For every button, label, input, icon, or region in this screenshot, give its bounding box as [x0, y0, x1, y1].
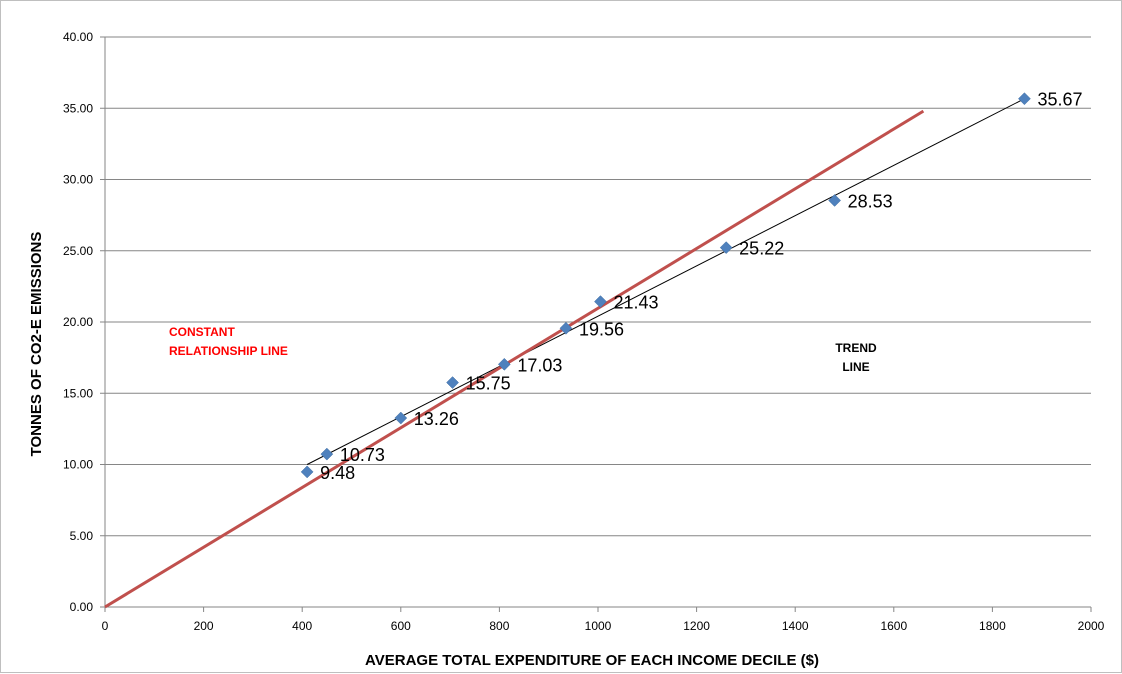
y-tick-label: 25.00: [63, 244, 93, 258]
x-tick-label: 400: [292, 619, 312, 633]
annotations: CONSTANT RELATIONSHIP LINE TREND LINE: [169, 325, 877, 374]
y-tick-label: 40.00: [63, 30, 93, 44]
x-tick-label: 1200: [683, 619, 710, 633]
annotation-line: RELATIONSHIP LINE: [169, 344, 288, 358]
data-label: 35.67: [1037, 90, 1082, 110]
data-point: [394, 411, 408, 425]
data-points: [300, 92, 1031, 479]
data-label: 10.73: [340, 445, 385, 465]
data-point: [559, 321, 573, 335]
x-tick-label: 2000: [1078, 619, 1105, 633]
y-tick-labels: 0.00 5.00 10.00 15.00 20.00 25.00 30.00 35.00 40…: [63, 30, 93, 614]
gridlines: [105, 36, 1091, 537]
data-label: 17.03: [517, 355, 562, 375]
x-tick-label: 600: [391, 619, 411, 633]
data-point: [719, 241, 733, 254]
data-label: 15.75: [466, 374, 511, 394]
x-tick-label: 0: [102, 619, 109, 633]
data-label: 28.53: [848, 191, 893, 211]
x-axis-title: AVERAGE TOTAL EXPENDITURE OF EACH INCOME…: [365, 652, 819, 669]
y-tick-label: 5.00: [70, 529, 94, 543]
x-tick-labels: 0 200 400 600 800 1000 1200 1400 1600 1800 2000: [102, 619, 1105, 633]
y-axis-title: TONNES OF CO2-E EMISSIONS: [28, 232, 45, 457]
axes: [100, 36, 1092, 612]
x-tick-label: 800: [489, 619, 509, 633]
constant-line: [104, 109, 925, 609]
data-label: 9.48: [320, 463, 355, 483]
trend-line: [306, 98, 1025, 465]
data-point: [446, 376, 459, 389]
annotation-line: TREND: [835, 341, 877, 355]
x-tick-label: 1400: [782, 619, 809, 633]
data-label: 13.26: [414, 409, 459, 429]
data-point: [320, 447, 334, 461]
data-point: [300, 465, 314, 479]
x-tick-label: 1600: [880, 619, 907, 633]
annotation-line: CONSTANT: [169, 325, 235, 339]
y-tick-label: 20.00: [63, 315, 93, 329]
fit-lines: [104, 98, 1025, 609]
y-tick-label: 10.00: [63, 458, 93, 472]
y-tick-label: 15.00: [63, 386, 93, 400]
data-point: [594, 295, 607, 308]
y-tick-label: 35.00: [63, 101, 93, 115]
data-point: [828, 194, 841, 207]
y-tick-label: 30.00: [63, 173, 93, 187]
annotation-trend: TREND LINE: [835, 341, 877, 374]
y-tick-label: 0.00: [70, 600, 94, 614]
annotation-constant: CONSTANT RELATIONSHIP LINE: [169, 325, 288, 358]
annotation-line: LINE: [842, 360, 869, 374]
data-label: 19.56: [579, 319, 624, 339]
data-label: 25.22: [739, 239, 784, 259]
data-label: 21.43: [613, 293, 658, 313]
x-tick-label: 1000: [585, 619, 612, 633]
x-tick-label: 200: [194, 619, 214, 633]
x-tick-label: 1800: [979, 619, 1006, 633]
data-point: [1018, 92, 1031, 106]
data-point: [497, 357, 511, 371]
